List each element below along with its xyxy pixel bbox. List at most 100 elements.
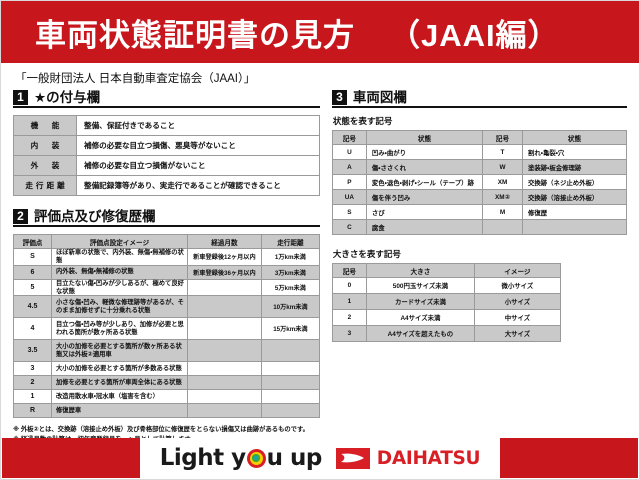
eval-desc: ほぼ新車の状態で、内外装、無傷・無補修の状態 (51, 248, 188, 266)
state-symbol: P (331, 174, 367, 190)
eval-months (186, 389, 262, 405)
brand-slogan: Light y u up (159, 445, 323, 471)
star-criteria-key: 機 能 (13, 115, 77, 136)
table-row: R 修復歴車 (13, 403, 320, 419)
size-value: カードサイズ未満 (365, 293, 475, 310)
eval-score: 2 (13, 375, 52, 391)
table-row: UA 傷を伴う凹み XM② 交換跡（溶接止め外板） (331, 189, 627, 205)
table-row: 外 装 補修の必要な目立つ損傷がないこと (13, 155, 320, 176)
size-symbols-table: 記号 大きさ イメージ 0 500円玉サイズ未満 微小サイズ 1 カードサイズ未… (331, 263, 561, 342)
table-row: 5 目立たない傷・凹みが少しあるが、極めて良好な状態 5万km未満 (13, 278, 320, 297)
star-criteria-value: 整備記録簿等があり、実走行であることが確認できること (76, 175, 320, 196)
evaluation-score-table: 評価点 評価点設定イメージ 経過月数 走行距離 S ほぼ新車の状態で、内外装、無… (13, 234, 320, 419)
section-2-number: 2 (13, 209, 28, 224)
table-row: 3 A4サイズを超えたもの 大サイズ (331, 325, 561, 342)
section-2-heading: 2 評価点及び修復歴欄 (13, 209, 320, 227)
state-meaning: 割れ・亀裂・穴 (522, 144, 627, 160)
eval-score: 1 (13, 389, 52, 405)
state-meaning: 修復歴 (522, 204, 627, 220)
column-header-months: 経過月数 (186, 234, 262, 249)
daihatsu-mark-icon (335, 447, 370, 469)
column-header-score: 評価点 (13, 234, 52, 249)
eval-mileage: 15万km未満 (260, 317, 320, 341)
section-3-heading: 3 車両図欄 (331, 90, 627, 108)
state-symbols-table: 記号 状態 記号 状態 U 凹み・曲がり T 割れ・亀裂・穴 A (331, 130, 627, 235)
page-header: 車両状態証明書の見方 （JAAI編） (1, 1, 639, 63)
state-symbol: M (482, 204, 523, 220)
table-row: 3 大小の加修を必要とする箇所が多数ある状態 (13, 361, 320, 377)
slogan-part-1: Light y (159, 445, 246, 471)
eval-desc: 目立たない傷・凹みが少しあるが、極めて良好な状態 (51, 278, 188, 297)
eval-mileage (260, 389, 320, 405)
state-meaning: 塗装跡・板金修理跡 (522, 159, 627, 175)
eval-months (186, 361, 262, 377)
column-header-image: 評価点設定イメージ (51, 234, 188, 249)
state-symbol: T (482, 144, 523, 160)
eval-desc: 加修を必要とする箇所が車両全体にある状態 (51, 375, 188, 391)
state-symbol-empty (482, 219, 523, 235)
eval-score: 3 (13, 361, 52, 377)
eval-months (186, 403, 262, 419)
star-criteria-key: 走行距離 (13, 175, 77, 196)
eval-mileage: 10万km未満 (260, 295, 320, 319)
star-criteria-value: 補修の必要な目立つ損傷がないこと (76, 155, 320, 176)
eval-score: R (13, 403, 52, 419)
column-header-state-left: 状態 (365, 130, 484, 145)
column-header-size-image: イメージ (473, 263, 561, 278)
eval-score: 6 (13, 264, 52, 280)
daihatsu-logo: DAIHATSU (335, 447, 481, 469)
table-row: C 腐食 (331, 219, 627, 235)
star-criteria-value: 補修の必要な目立つ損傷、悪臭等がないこと (76, 135, 320, 156)
table-row: 1 カードサイズ未満 小サイズ (331, 293, 561, 310)
colored-ring-icon (246, 448, 266, 468)
star-criteria-key: 内 装 (13, 135, 77, 156)
state-symbol: XM② (482, 189, 523, 205)
size-symbol: 3 (331, 325, 367, 342)
eval-mileage (260, 403, 320, 419)
eval-desc: 修復歴車 (51, 403, 188, 419)
size-symbols-heading: 大きさを表す記号 (332, 249, 401, 259)
page-footer: Light y u up DAIHATSU (2, 438, 638, 478)
table-row: A 傷・ささくれ W 塗装跡・板金修理跡 (331, 159, 627, 175)
ring-core-icon (254, 456, 259, 460)
table-row: P 変色・退色・剥げ・シール（テープ）跡 XM 交換跡（ネジ止め外板） (331, 174, 627, 190)
state-meaning: 凹み・曲がり (365, 144, 484, 160)
table-row: 2 加修を必要とする箇所が車両全体にある状態 (13, 375, 320, 391)
state-symbol: C (331, 219, 367, 235)
eval-desc: 改造用散水車・冠水車（塩害を含む） (51, 389, 188, 405)
size-value: A4サイズ未満 (365, 309, 475, 326)
size-symbol: 0 (331, 277, 367, 294)
table-row: 内 装 補修の必要な目立つ損傷、悪臭等がないこと (13, 135, 320, 156)
state-meaning: 交換跡（溶接止め外板） (522, 189, 627, 205)
size-image: 大サイズ (473, 325, 561, 342)
column-header-size: 大きさ (365, 263, 475, 278)
table-row: 6 内外装、無傷・無補修の状態 新車登録後36ヶ月以内 3万km未満 (13, 264, 320, 280)
spacer (13, 196, 320, 209)
eval-score: 4.5 (13, 295, 52, 319)
star-criteria-table: 機 能 整備、保証付きであること 内 装 補修の必要な目立つ損傷、悪臭等がないこ… (13, 115, 320, 196)
state-symbol: XM (482, 174, 523, 190)
eval-mileage: 5万km未満 (260, 278, 320, 297)
table-row: 走行距離 整備記録簿等があり、実走行であることが確認できること (13, 175, 320, 196)
eval-mileage (260, 375, 320, 391)
eval-months (186, 339, 262, 363)
state-meaning-empty (522, 219, 627, 235)
eval-score: 3.5 (13, 339, 52, 363)
table-row: 0 500円玉サイズ未満 微小サイズ (331, 277, 561, 294)
eval-score: 5 (13, 278, 52, 297)
eval-mileage: 1万km未満 (260, 248, 320, 266)
state-meaning: さび (365, 204, 484, 220)
state-meaning: 変色・退色・剥げ・シール（テープ）跡 (365, 174, 484, 190)
section-3-number: 3 (331, 90, 347, 105)
column-header-state-right: 状態 (522, 130, 627, 145)
slogan-part-2: u up (266, 445, 323, 471)
star-criteria-value: 整備、保証付きであること (76, 115, 320, 136)
table-row: 4.5 小さな傷・凹み、軽微な修理跡等があるが、そのまま加修せずに十分乗れる状態… (13, 295, 320, 319)
eval-desc: 大小の加修を必要とする箇所が多数ある状態 (51, 361, 188, 377)
section-1-number: 1 (13, 90, 28, 105)
column-header-symbol-right: 記号 (482, 130, 523, 145)
table-row: 3.5 大小の加修を必要とする箇所が数ヶ所ある状態又は外板②適用車 (13, 339, 320, 363)
table-row: S さび M 修復歴 (331, 204, 627, 220)
state-symbol: UA (331, 189, 367, 205)
